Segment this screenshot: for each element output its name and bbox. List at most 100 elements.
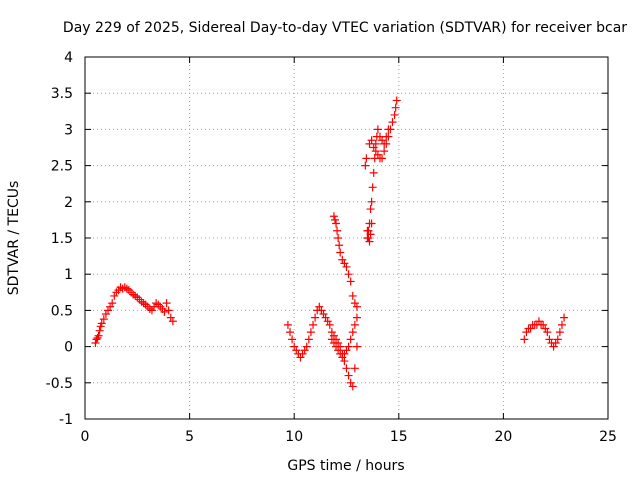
axis-ticks [84, 56, 609, 420]
data-point [342, 364, 351, 373]
data-point [164, 306, 173, 315]
data-point [154, 300, 163, 309]
y-tick-label: -0.5 [46, 376, 73, 392]
data-point [369, 143, 378, 152]
data-point [306, 328, 315, 337]
data-point [127, 288, 136, 297]
data-point [156, 302, 165, 311]
data-point [332, 342, 341, 351]
data-point [346, 378, 355, 387]
y-tick-label: 1.5 [51, 231, 73, 247]
x-tick-label: 10 [285, 429, 303, 445]
data-point [384, 132, 393, 141]
data-point [104, 306, 113, 315]
data-point [304, 335, 313, 344]
data-points [91, 96, 569, 391]
data-point [346, 335, 355, 344]
x-tick-label: 5 [185, 429, 194, 445]
data-point [152, 299, 161, 308]
data-point [367, 197, 376, 206]
data-point [92, 335, 101, 344]
data-point [300, 346, 309, 355]
data-point [327, 328, 336, 337]
data-point [319, 310, 328, 319]
data-point [302, 342, 311, 351]
y-tick-label: 0 [64, 340, 73, 356]
data-point [330, 215, 339, 224]
data-point [340, 349, 349, 358]
x-tick-label: 25 [599, 429, 617, 445]
data-point [390, 110, 399, 119]
data-point [166, 313, 175, 322]
data-point [373, 125, 382, 134]
chart-title: Day 229 of 2025, Sidereal Day-to-day VTE… [63, 20, 627, 36]
data-point [338, 255, 347, 264]
data-point [367, 219, 376, 228]
data-point [350, 364, 359, 373]
data-point [534, 317, 543, 326]
data-point [539, 320, 548, 329]
y-tick-label: 0.5 [51, 303, 73, 319]
data-point [371, 147, 380, 156]
data-point [361, 161, 370, 170]
data-point [382, 139, 391, 148]
data-point [329, 212, 338, 221]
y-tick-labels: -1 -0.5 0 0.5 1 1.5 2 2.5 3 3.5 4 [46, 50, 73, 428]
data-point [106, 302, 115, 311]
data-point [560, 313, 569, 322]
data-point [365, 237, 374, 246]
data-point [336, 248, 345, 257]
data-point [110, 291, 119, 300]
data-point [94, 331, 103, 340]
data-point [329, 331, 338, 340]
data-point [553, 335, 562, 344]
data-point [350, 299, 359, 308]
data-point [93, 333, 102, 342]
y-tick-label: 1 [64, 267, 73, 283]
data-point [335, 241, 344, 250]
data-point [323, 317, 332, 326]
data-point [162, 299, 171, 308]
y-tick-label: 2.5 [51, 159, 73, 175]
data-point [348, 291, 357, 300]
data-point [378, 154, 387, 163]
data-point [317, 306, 326, 315]
x-tick-label: 0 [81, 429, 90, 445]
data-point [344, 270, 353, 279]
data-point [344, 371, 353, 380]
data-point [350, 320, 359, 329]
data-point [168, 317, 177, 326]
y-axis-label: SDTVAR / TECUs [6, 181, 22, 296]
y-tick-label: 4 [64, 50, 73, 66]
data-point [549, 342, 558, 351]
data-point [139, 299, 148, 308]
data-point [311, 313, 320, 322]
data-point [147, 306, 156, 315]
data-point [380, 147, 389, 156]
data-point [340, 357, 349, 366]
data-point [346, 277, 355, 286]
data-point [95, 326, 104, 335]
data-point [298, 349, 307, 358]
data-point [391, 103, 400, 112]
data-point [329, 338, 338, 347]
data-point [368, 183, 377, 192]
data-point [386, 125, 395, 134]
y-tick-label: 2 [64, 195, 73, 211]
data-point [292, 346, 301, 355]
data-point [344, 342, 353, 351]
data-point [392, 96, 401, 105]
data-point [388, 118, 397, 127]
data-point [520, 335, 529, 344]
data-point [122, 284, 131, 293]
data-point [342, 346, 351, 355]
data-point [364, 234, 373, 242]
data-point [333, 226, 342, 235]
y-tick-label: 3.5 [51, 86, 73, 102]
data-point [352, 342, 361, 351]
data-point [334, 346, 343, 355]
x-tick-label: 15 [390, 429, 408, 445]
data-point [325, 320, 334, 329]
data-point [135, 295, 144, 304]
